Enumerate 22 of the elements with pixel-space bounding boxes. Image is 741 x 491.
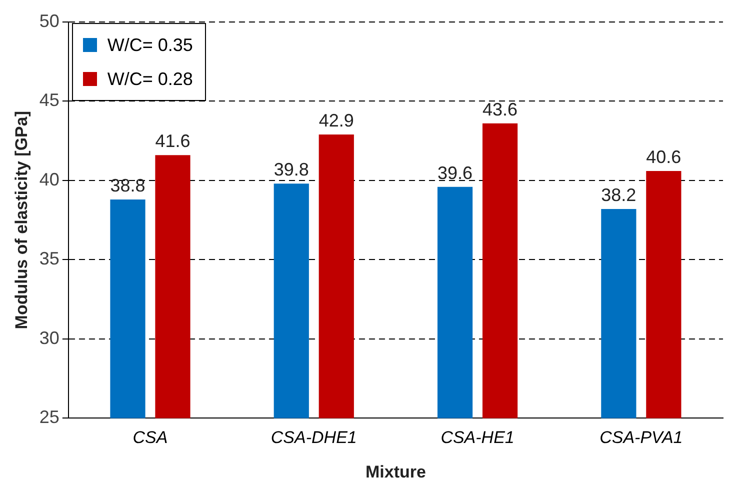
data-label: 43.6 [482, 99, 518, 120]
x-tick-label: CSA-DHE1 [270, 428, 357, 448]
y-tick-label: 40 [39, 169, 60, 190]
y-tick-label: 45 [39, 90, 60, 110]
legend-label: W/C= 0.28 [107, 68, 193, 90]
y-tick-label: 30 [39, 328, 60, 348]
data-label: 39.6 [438, 162, 473, 183]
data-label: 42.9 [318, 110, 354, 130]
y-tick-label: 35 [39, 248, 60, 269]
data-label: 38.8 [110, 175, 146, 196]
x-tick-label: CSA [132, 428, 168, 448]
y-tick-label: 50 [39, 10, 60, 31]
data-label: 38.2 [601, 184, 636, 205]
x-tick-label: CSA-HE1 [440, 428, 514, 448]
data-label: 40.6 [646, 146, 682, 167]
legend-label: W/C= 0.35 [107, 34, 193, 56]
x-tick-label: CSA-PVA1 [600, 428, 683, 448]
y-tick-label: 25 [39, 407, 60, 428]
data-label: 41.6 [155, 131, 190, 152]
y-axis-title: Modulus of elasticity [GPa] [12, 111, 31, 330]
data-label: 39.8 [274, 160, 309, 180]
x-axis-title: Mixture [365, 462, 426, 482]
